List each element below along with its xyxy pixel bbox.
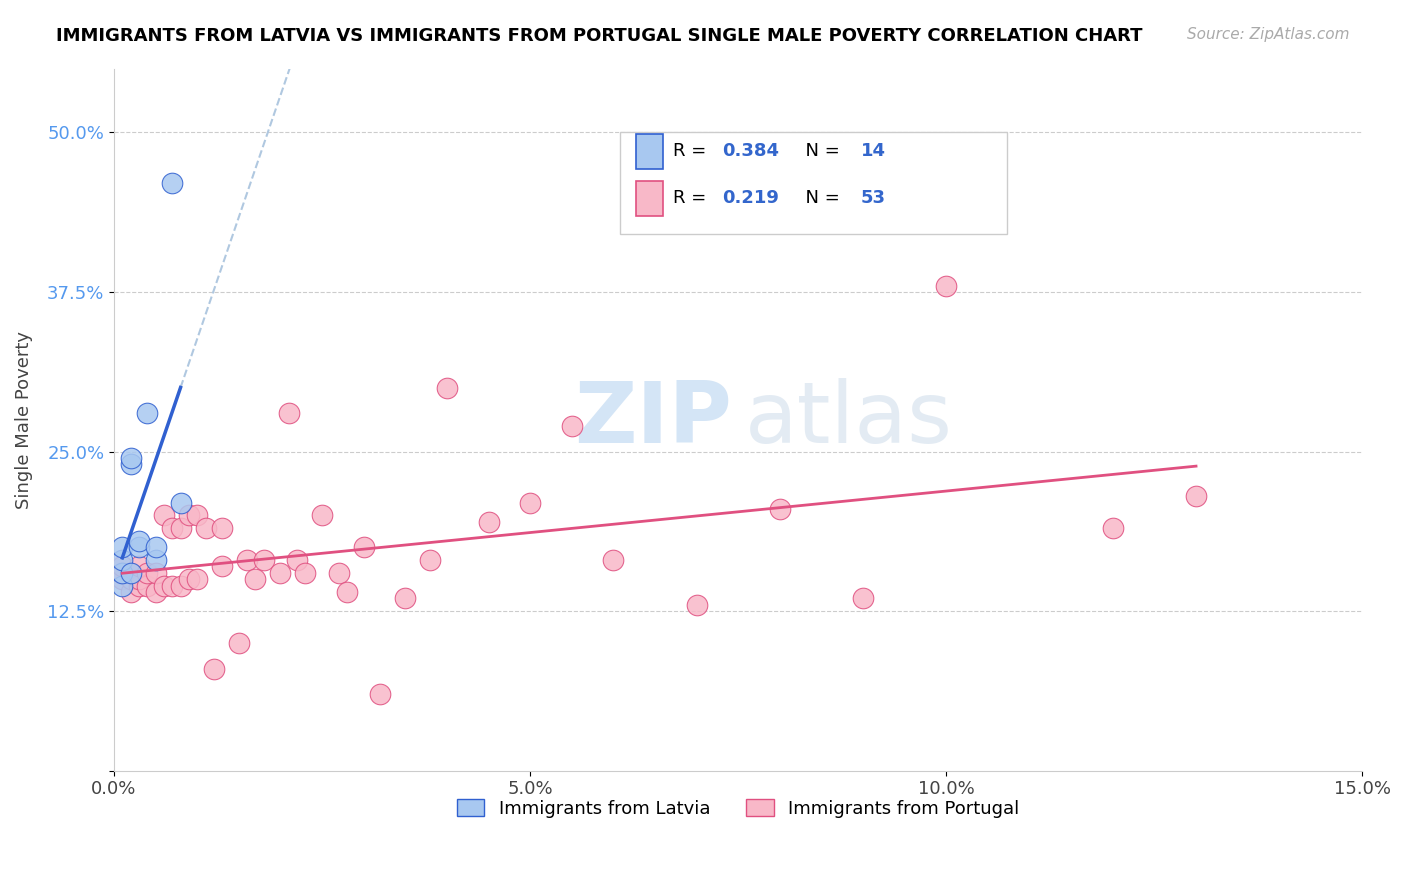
Point <box>120 566 142 580</box>
Point <box>145 541 167 555</box>
Point <box>277 406 299 420</box>
Point <box>120 572 142 586</box>
Point <box>477 515 499 529</box>
Point <box>186 508 208 523</box>
Point <box>602 553 624 567</box>
Point <box>228 636 250 650</box>
Text: R =: R = <box>673 143 713 161</box>
Point <box>111 578 134 592</box>
Point <box>153 578 176 592</box>
Point <box>370 687 392 701</box>
Point <box>111 553 134 567</box>
Text: N =: N = <box>794 189 846 208</box>
Point <box>353 541 375 555</box>
Point <box>145 585 167 599</box>
Point <box>177 508 200 523</box>
Text: atlas: atlas <box>745 378 952 461</box>
Point <box>169 578 191 592</box>
Point <box>111 559 134 574</box>
Point <box>519 495 541 509</box>
Point <box>1185 489 1208 503</box>
Point <box>935 278 957 293</box>
Point <box>394 591 416 606</box>
FancyBboxPatch shape <box>620 132 1007 234</box>
Point <box>236 553 259 567</box>
Point <box>436 381 458 395</box>
Point <box>128 578 150 592</box>
Text: ZIP: ZIP <box>574 378 733 461</box>
Point <box>169 495 191 509</box>
Text: 0.384: 0.384 <box>723 143 779 161</box>
Point <box>245 572 267 586</box>
Text: Source: ZipAtlas.com: Source: ZipAtlas.com <box>1187 27 1350 42</box>
Text: R =: R = <box>673 189 713 208</box>
Point <box>153 508 176 523</box>
Point <box>120 458 142 472</box>
Point <box>111 572 134 586</box>
Y-axis label: Single Male Poverty: Single Male Poverty <box>15 331 32 508</box>
Point <box>194 521 217 535</box>
Point <box>769 502 792 516</box>
Point <box>136 406 159 420</box>
Point <box>1101 521 1123 535</box>
Point <box>202 662 225 676</box>
Point <box>120 566 142 580</box>
Point <box>162 177 184 191</box>
Text: N =: N = <box>794 143 846 161</box>
Point <box>111 541 134 555</box>
Point <box>169 521 191 535</box>
Point <box>120 585 142 599</box>
Point <box>128 541 150 555</box>
Point <box>186 572 208 586</box>
Point <box>162 578 184 592</box>
Point <box>852 591 875 606</box>
Point <box>211 521 233 535</box>
Legend: Immigrants from Latvia, Immigrants from Portugal: Immigrants from Latvia, Immigrants from … <box>450 792 1026 825</box>
Point <box>253 553 276 567</box>
Point <box>561 419 583 434</box>
Point <box>136 578 159 592</box>
Point <box>685 598 707 612</box>
Point <box>136 566 159 580</box>
Point <box>419 553 441 567</box>
Point <box>311 508 333 523</box>
Text: 14: 14 <box>860 143 886 161</box>
Point <box>120 450 142 465</box>
FancyBboxPatch shape <box>636 134 664 169</box>
Point <box>269 566 291 580</box>
Text: 53: 53 <box>860 189 886 208</box>
Text: 0.219: 0.219 <box>723 189 779 208</box>
Point <box>145 566 167 580</box>
Point <box>111 566 134 580</box>
Point <box>294 566 316 580</box>
Point <box>336 585 359 599</box>
Point <box>162 521 184 535</box>
Text: IMMIGRANTS FROM LATVIA VS IMMIGRANTS FROM PORTUGAL SINGLE MALE POVERTY CORRELATI: IMMIGRANTS FROM LATVIA VS IMMIGRANTS FRO… <box>56 27 1143 45</box>
Point <box>211 559 233 574</box>
Point <box>111 566 134 580</box>
Point <box>177 572 200 586</box>
Point <box>145 553 167 567</box>
FancyBboxPatch shape <box>636 181 664 216</box>
Point <box>128 559 150 574</box>
Point <box>285 553 308 567</box>
Point <box>128 533 150 548</box>
Point <box>328 566 350 580</box>
Point <box>128 572 150 586</box>
